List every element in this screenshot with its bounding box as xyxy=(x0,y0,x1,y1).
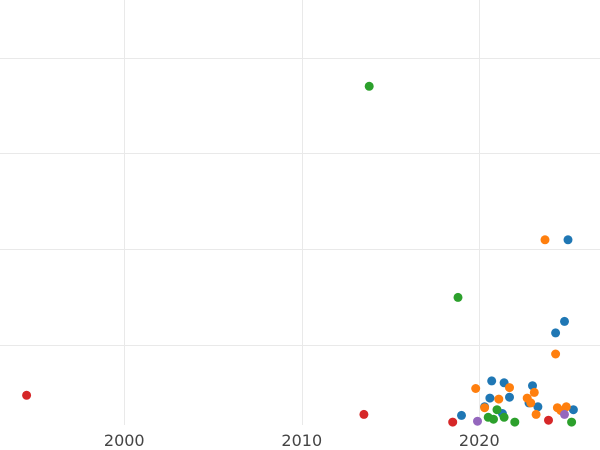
data-point-red-1 xyxy=(359,409,369,419)
data-point-red-0 xyxy=(22,390,32,400)
data-point-blue-1 xyxy=(560,316,569,326)
data-point-orange-3 xyxy=(505,383,514,393)
data-point-orange-0 xyxy=(540,235,550,245)
data-point-blue-8 xyxy=(457,410,466,420)
data-point-blue-0 xyxy=(563,235,573,245)
data-point-blue-6 xyxy=(485,393,495,403)
data-point-orange-4 xyxy=(529,387,539,397)
data-point-green-6 xyxy=(510,417,520,427)
x-axis-tick-labels: 2000 2010 2020 xyxy=(104,431,500,450)
data-point-orange-10 xyxy=(531,409,541,419)
data-point-blue-12 xyxy=(568,405,578,415)
data-point-red-2 xyxy=(448,417,458,427)
data-point-orange-6 xyxy=(494,394,504,404)
data-point-green-3 xyxy=(492,405,502,415)
data-point-orange-7 xyxy=(480,403,490,413)
data-point-blue-5 xyxy=(487,376,497,386)
data-point-orange-12 xyxy=(526,398,536,408)
data-point-orange-1 xyxy=(551,349,561,359)
data-point-green-1 xyxy=(453,292,463,302)
data-point-green-7 xyxy=(567,417,577,427)
data-point-blue-7 xyxy=(505,392,514,402)
data-point-orange-2 xyxy=(471,384,481,393)
data-point-green-5 xyxy=(499,412,509,422)
data-point-blue-11 xyxy=(533,402,543,412)
x-tick-label-2000: 2000 xyxy=(104,431,145,450)
grid-lines xyxy=(0,0,600,425)
data-point-purple-1 xyxy=(560,409,569,419)
data-point-blue-2 xyxy=(551,328,561,338)
data-point-green-4 xyxy=(489,414,498,424)
data-point-purple-0 xyxy=(473,416,482,426)
x-tick-label-2020: 2020 xyxy=(459,431,500,450)
data-point-red-3 xyxy=(544,415,553,425)
x-tick-label-2010: 2010 xyxy=(281,431,322,450)
data-point-green-0 xyxy=(364,81,374,91)
data-points xyxy=(22,81,578,427)
